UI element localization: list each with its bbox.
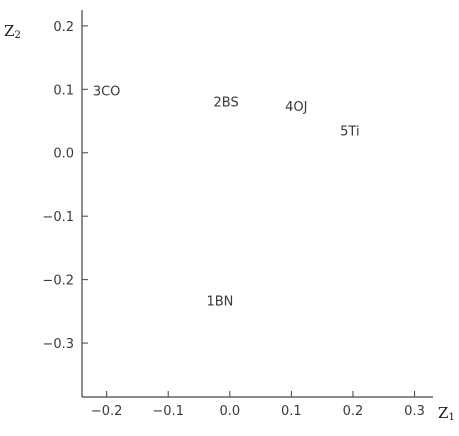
data-point-label: 5Ti	[340, 125, 359, 140]
x-axis-title-main: Z	[438, 404, 448, 422]
y-tick-label: 0.1	[53, 83, 74, 98]
y-tick-label: 0.0	[53, 147, 74, 162]
x-tick-label: 0.0	[219, 404, 240, 419]
data-point-label: 1BN	[206, 295, 233, 310]
x-axis-title-subscript: 1	[448, 412, 454, 423]
x-tick-label: −0.1	[152, 404, 184, 419]
x-axis-ticks: −0.2 −0.1 0.0 0.1 0.2 0.3	[91, 391, 425, 419]
x-axis-title: Z1	[438, 404, 455, 423]
x-tick-label: 0.1	[281, 404, 302, 419]
x-tick-label: −0.2	[91, 404, 123, 419]
x-tick-label: 0.2	[343, 404, 364, 419]
axes	[81, 10, 433, 398]
x-tick-label: 0.3	[404, 404, 425, 419]
y-axis-ticks: 0.2 0.1 0.0 −0.1 −0.2 −0.3	[42, 20, 88, 352]
y-axis-title-subscript: 2	[14, 30, 20, 41]
data-points: 3CO 2BS 4OJ 5Ti 1BN	[93, 85, 360, 310]
y-tick-label: 0.2	[53, 20, 74, 35]
y-tick-label: −0.3	[42, 337, 74, 352]
y-tick-label: −0.2	[42, 274, 74, 289]
data-point-label: 2BS	[213, 95, 238, 110]
data-point-label: 4OJ	[285, 100, 307, 115]
y-axis-title-main: Z	[4, 22, 14, 40]
data-point-label: 3CO	[93, 85, 121, 100]
y-tick-label: −0.1	[42, 210, 74, 225]
y-axis-title: Z2	[4, 22, 21, 41]
